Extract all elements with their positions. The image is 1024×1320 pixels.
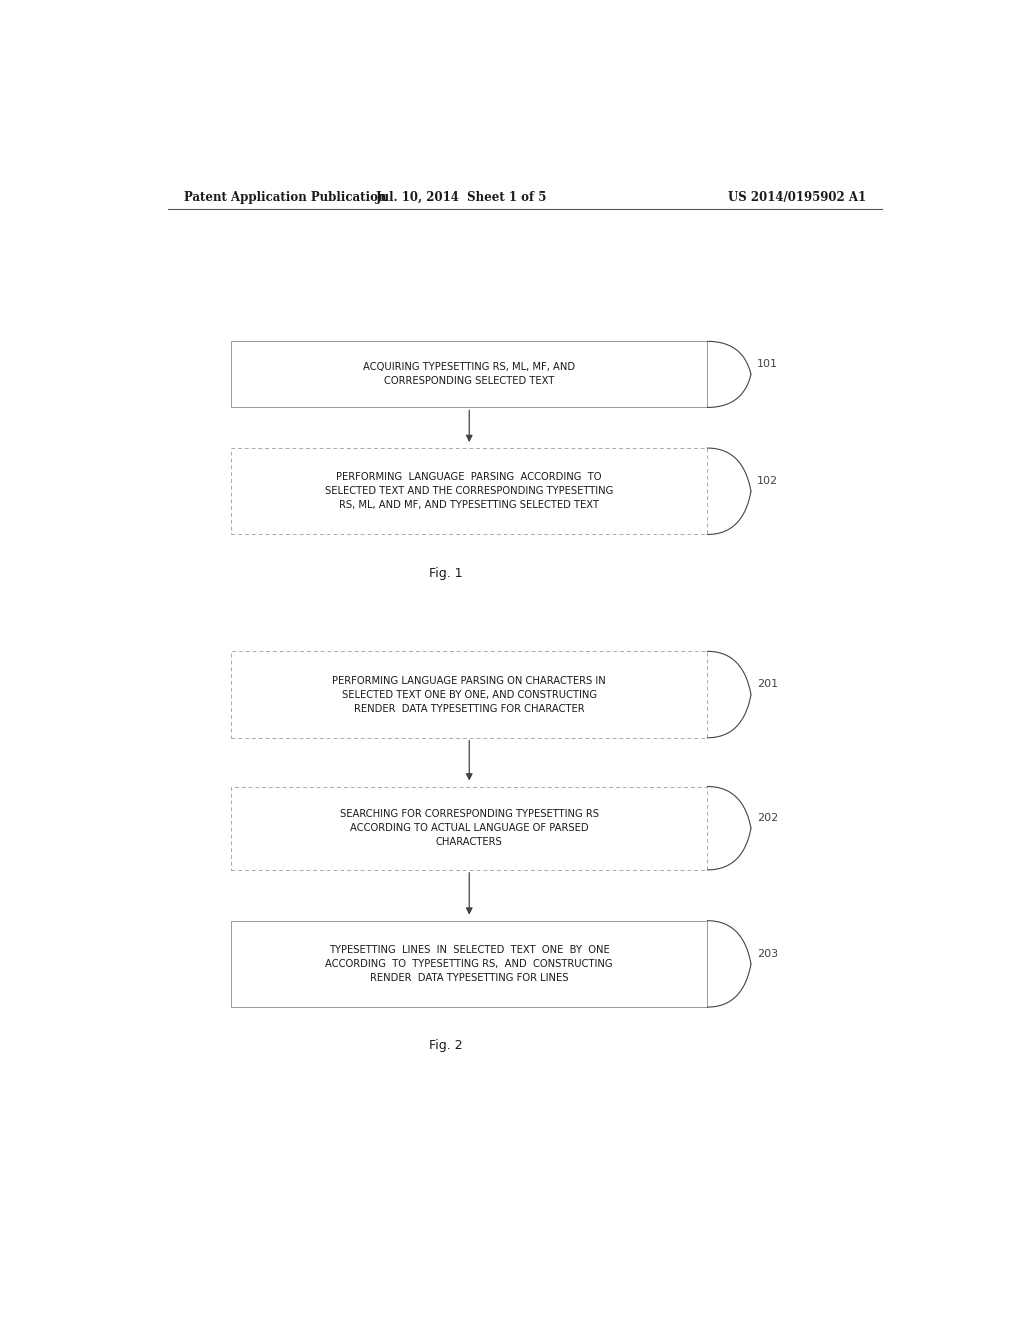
FancyBboxPatch shape — [231, 342, 708, 408]
Text: 203: 203 — [758, 949, 778, 958]
Text: 202: 202 — [758, 813, 778, 824]
FancyBboxPatch shape — [231, 447, 708, 535]
FancyBboxPatch shape — [231, 651, 708, 738]
Text: 201: 201 — [758, 680, 778, 689]
Text: Fig. 2: Fig. 2 — [429, 1039, 462, 1052]
Text: SEARCHING FOR CORRESPONDING TYPESETTING RS
ACCORDING TO ACTUAL LANGUAGE OF PARSE: SEARCHING FOR CORRESPONDING TYPESETTING … — [340, 809, 599, 847]
Text: 102: 102 — [758, 477, 778, 486]
FancyBboxPatch shape — [231, 921, 708, 1007]
FancyBboxPatch shape — [231, 787, 708, 870]
Text: 101: 101 — [758, 359, 778, 370]
Text: Jul. 10, 2014  Sheet 1 of 5: Jul. 10, 2014 Sheet 1 of 5 — [376, 190, 547, 203]
Text: TYPESETTING  LINES  IN  SELECTED  TEXT  ONE  BY  ONE
ACCORDING  TO  TYPESETTING : TYPESETTING LINES IN SELECTED TEXT ONE B… — [326, 945, 613, 983]
Text: Fig. 1: Fig. 1 — [429, 566, 462, 579]
Text: PERFORMING  LANGUAGE  PARSING  ACCORDING  TO
SELECTED TEXT AND THE CORRESPONDING: PERFORMING LANGUAGE PARSING ACCORDING TO… — [325, 473, 613, 511]
Text: US 2014/0195902 A1: US 2014/0195902 A1 — [728, 190, 866, 203]
Text: PERFORMING LANGUAGE PARSING ON CHARACTERS IN
SELECTED TEXT ONE BY ONE, AND CONST: PERFORMING LANGUAGE PARSING ON CHARACTER… — [333, 676, 606, 714]
Text: ACQUIRING TYPESETTING RS, ML, MF, AND
CORRESPONDING SELECTED TEXT: ACQUIRING TYPESETTING RS, ML, MF, AND CO… — [364, 363, 575, 387]
Text: Patent Application Publication: Patent Application Publication — [183, 190, 386, 203]
